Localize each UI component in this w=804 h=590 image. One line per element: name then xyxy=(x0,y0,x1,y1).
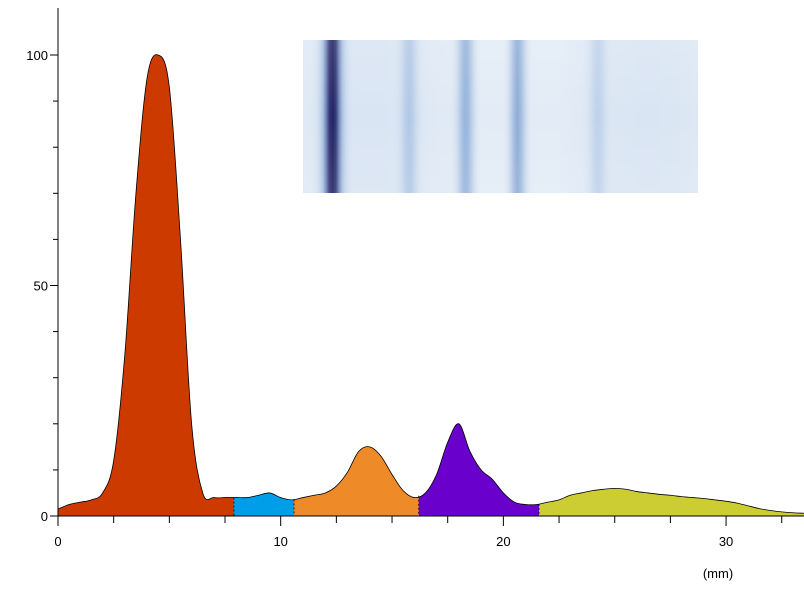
y-tick-label: 0 xyxy=(41,509,48,524)
x-axis-label: (mm) xyxy=(703,566,733,581)
inset-gel-image xyxy=(303,40,698,193)
axes xyxy=(57,8,804,517)
x-tick-label: 0 xyxy=(54,534,61,549)
profile-segment-1 xyxy=(58,54,234,516)
y-tick-label: 100 xyxy=(26,48,48,63)
x-tick-label: 30 xyxy=(719,534,733,549)
gel-lane-shading xyxy=(303,40,698,193)
profile-segment-4 xyxy=(418,423,540,516)
y-tick-label: 50 xyxy=(34,279,48,294)
x-tick-label: 20 xyxy=(496,534,510,549)
profile-segments xyxy=(58,54,804,516)
x-tick-label: 10 xyxy=(273,534,287,549)
profile-outline xyxy=(57,54,804,514)
profile-segment-5 xyxy=(539,488,804,516)
profile-segment-3 xyxy=(294,446,419,516)
profile-segment-2 xyxy=(233,492,295,516)
axis-ticks: 0 10 20 30 0 50 100 xyxy=(26,48,783,549)
